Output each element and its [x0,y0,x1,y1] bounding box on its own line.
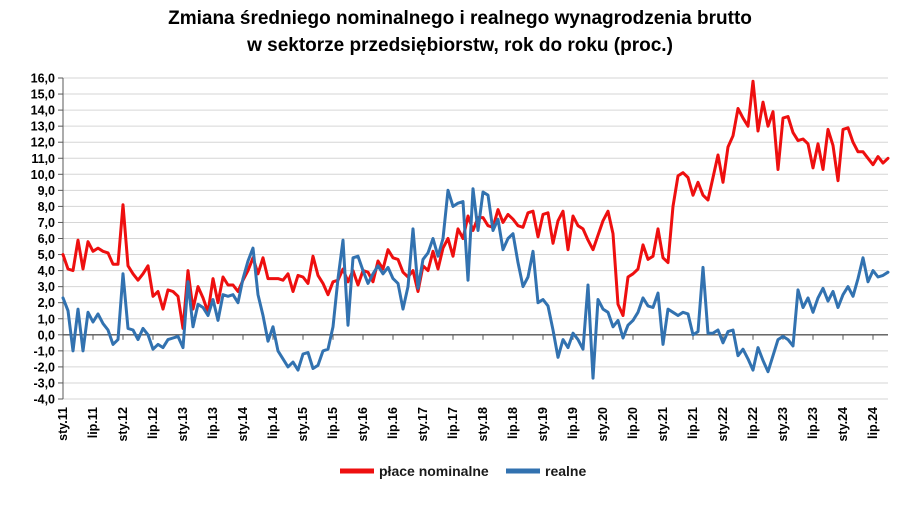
x-tick-label: sty.14 [236,407,250,442]
y-tick-label: 2,0 [38,296,55,310]
y-tick-label: 4,0 [38,264,55,278]
x-tick-label: lip.13 [206,407,220,439]
y-tick-label: 13,0 [31,120,55,134]
data-series-lines [61,79,890,380]
y-tick-label: -4,0 [33,393,55,407]
x-tick-label: lip.18 [506,407,520,439]
x-tick-label: sty.24 [836,407,850,442]
x-tick-label: lip.12 [146,407,160,439]
x-tick-label: lip.16 [386,407,400,439]
y-tick-label: 9,0 [38,184,55,198]
x-tick-label: lip.22 [746,407,760,439]
y-tick-label: 8,0 [38,200,55,214]
x-tick-label: lip.24 [866,407,880,439]
y-tick-label: 12,0 [31,136,55,150]
y-tick-label: 3,0 [38,280,55,294]
x-tick-label: sty.11 [56,407,70,441]
x-tick-label: sty.18 [476,407,490,442]
y-tick-label: 15,0 [31,88,55,102]
y-tick-label: 10,0 [31,168,55,182]
legend-label-real: realne [545,463,586,479]
y-tick-label: 1,0 [38,312,55,326]
x-tick-label: lip.11 [86,407,100,438]
axes [58,77,888,400]
x-tick-label: sty.16 [356,407,370,442]
x-tick-label: lip.14 [266,407,280,439]
x-tick-label: sty.20 [596,407,610,442]
x-tick-label: lip.19 [566,407,580,439]
y-tick-label: 14,0 [31,104,55,118]
x-tick-label: lip.20 [626,407,640,439]
chart-title-line1: Zmiana średniego nominalnego i realnego … [168,8,752,29]
legend-label-nominal: płace nominalne [379,463,489,479]
y-tick-label: 0,0 [38,328,55,342]
x-tick-label: sty.17 [416,407,430,442]
y-tick-label: -2,0 [33,360,55,374]
y-axis-tick-labels: 16,0 15,0 14,0 13,0 12,0 11,0 10,0 9,0 8,0 7,0 6,0… [31,72,55,407]
x-tick-label: sty.13 [176,407,190,442]
chart-legend: płace nominalne realne [340,463,586,479]
gridlines [63,77,888,400]
x-tick-label: sty.23 [776,407,790,442]
y-tick-label: 5,0 [38,248,55,262]
x-tick-label: sty.22 [716,407,730,442]
x-tick-label: lip.17 [446,407,460,439]
series-line-nominal [61,79,890,330]
x-tick-label: lip.21 [686,407,700,439]
y-tick-label: -3,0 [33,376,55,390]
x-tick-label: sty.12 [116,407,130,442]
x-tick-label: sty.15 [296,407,310,442]
y-tick-label: 6,0 [38,232,55,246]
x-tick-label: lip.15 [326,407,340,439]
y-tick-label: 16,0 [31,72,55,86]
x-tick-label: lip.23 [806,407,820,439]
y-tick-label: 11,0 [31,152,55,166]
x-tick-label: sty.19 [536,407,550,442]
y-tick-label: 7,0 [38,216,55,230]
y-tick-label: -1,0 [33,344,55,358]
chart-title-line2: w sektorze przedsiębiorstw, rok do roku … [246,35,673,56]
series-line-real [61,187,890,380]
x-tick-label: sty.21 [656,407,670,442]
x-axis-tick-labels: sty.11 lip.11 sty.12 lip.12 sty.13 lip.13 sty.… [56,407,880,442]
